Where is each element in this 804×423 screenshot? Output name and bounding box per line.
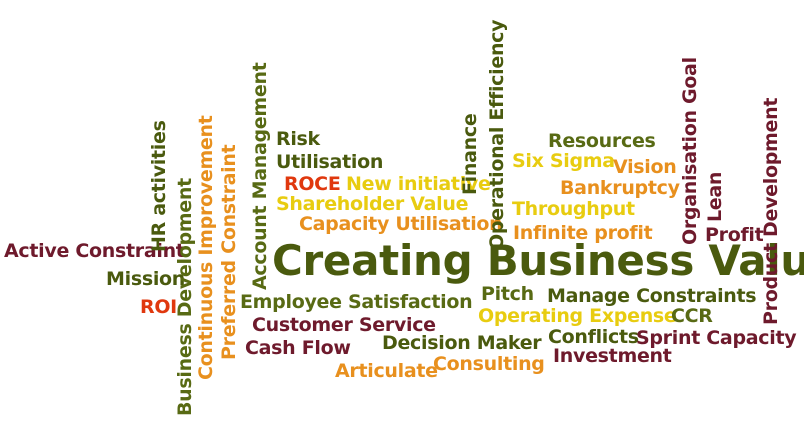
word-new-initiative: New initiative xyxy=(346,173,491,195)
word-resources: Resources xyxy=(548,130,656,152)
word-business-development: Business Development xyxy=(174,178,196,416)
word-investment: Investment xyxy=(553,345,672,367)
word-creating-business-value: Creating Business Value xyxy=(272,236,804,285)
word-articulate: Articulate xyxy=(335,360,438,382)
word-active-constraint: Active Constraint xyxy=(4,240,185,262)
word-hr-activities: HR activities xyxy=(148,120,170,252)
word-throughput: Throughput xyxy=(512,198,635,220)
word-product-development: Product Development xyxy=(760,97,782,325)
word-consulting: Consulting xyxy=(433,353,545,375)
word-risk: Risk xyxy=(276,128,320,150)
word-utilisation: Utilisation xyxy=(276,151,384,173)
word-continuous-improvement: Continuous Improvement xyxy=(195,115,217,380)
word-employee-satisfaction: Employee Satisfaction xyxy=(240,291,473,313)
word-shareholder-value: Shareholder Value xyxy=(276,193,469,215)
word-cash-flow: Cash Flow xyxy=(245,337,351,359)
word-pitch: Pitch xyxy=(481,283,534,305)
word-lean: Lean xyxy=(704,171,726,222)
word-capacity-utilisation: Capacity Utilisation xyxy=(299,213,503,235)
word-operating-expense: Operating Expense xyxy=(478,305,677,327)
word-roce: ROCE xyxy=(284,173,341,195)
word-roi: ROI xyxy=(140,296,177,318)
word-preferred-constraint: Preferred Constraint xyxy=(218,144,240,360)
word-operational-efficiency: Operational Efficiency xyxy=(486,19,508,250)
word-manage-constraints: Manage Constraints xyxy=(547,285,757,307)
word-ccr: CCR xyxy=(671,305,713,327)
word-conflicts: Conflicts xyxy=(548,326,639,348)
word-profit: Profit xyxy=(705,224,764,246)
word-infinite-profit: Infinite profit xyxy=(513,222,653,244)
word-bankruptcy: Bankruptcy xyxy=(560,177,680,199)
word-finance: Finance xyxy=(459,113,481,195)
word-customer-service: Customer Service xyxy=(252,314,436,336)
word-organisation-goal: Organisation Goal xyxy=(679,57,701,245)
word-decision-maker: Decision Maker xyxy=(382,332,542,354)
word-sprint-capacity: Sprint Capacity xyxy=(636,327,797,349)
word-account-management: Account Management xyxy=(249,62,271,291)
word-six-sigma: Six Sigma xyxy=(512,150,615,172)
word-mission: Mission xyxy=(106,268,186,290)
word-vision: Vision xyxy=(613,156,677,178)
